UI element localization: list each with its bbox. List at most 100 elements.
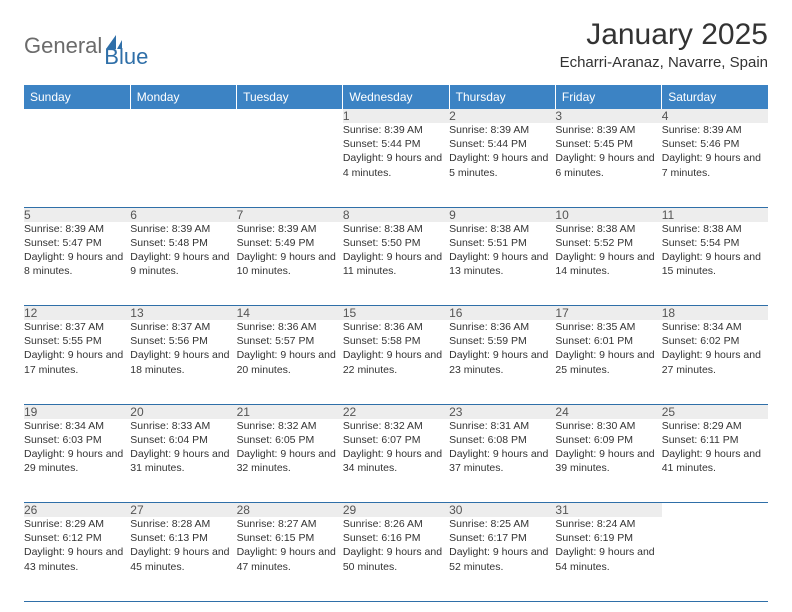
sunset-line: Sunset: 5:55 PM [24,334,130,348]
day-number-cell: 4 [662,109,768,123]
daylight-line: Daylight: 9 hours and 10 minutes. [237,250,343,278]
logo: General Blue [24,18,148,70]
day-content-cell: Sunrise: 8:36 AMSunset: 5:58 PMDaylight:… [343,320,449,404]
sunrise-line: Sunrise: 8:38 AM [662,222,768,236]
sunset-line: Sunset: 5:59 PM [449,334,555,348]
day-content-cell [662,517,768,601]
sunrise-line: Sunrise: 8:26 AM [343,517,449,531]
sunset-line: Sunset: 5:58 PM [343,334,449,348]
day-content-cell: Sunrise: 8:39 AMSunset: 5:46 PMDaylight:… [662,123,768,207]
day-content-cell: Sunrise: 8:33 AMSunset: 6:04 PMDaylight:… [130,419,236,503]
sunrise-line: Sunrise: 8:24 AM [555,517,661,531]
daylight-line: Daylight: 9 hours and 8 minutes. [24,250,130,278]
col-wednesday: Wednesday [343,85,449,109]
day-header-row: Sunday Monday Tuesday Wednesday Thursday… [24,85,768,109]
day-number-cell [662,503,768,518]
day-number-cell: 11 [662,207,768,222]
day-number-cell: 13 [130,306,236,321]
day-number-row: 567891011 [24,207,768,222]
day-content-cell: Sunrise: 8:27 AMSunset: 6:15 PMDaylight:… [237,517,343,601]
sunrise-line: Sunrise: 8:37 AM [24,320,130,334]
daylight-line: Daylight: 9 hours and 25 minutes. [555,348,661,376]
day-number-cell: 25 [662,404,768,419]
day-number-cell: 1 [343,109,449,123]
daylight-line: Daylight: 9 hours and 11 minutes. [343,250,449,278]
day-number-cell: 7 [237,207,343,222]
day-number-cell: 15 [343,306,449,321]
day-number-cell: 29 [343,503,449,518]
sunset-line: Sunset: 6:04 PM [130,433,236,447]
sunrise-line: Sunrise: 8:32 AM [343,419,449,433]
sunset-line: Sunset: 6:17 PM [449,531,555,545]
sunrise-line: Sunrise: 8:38 AM [343,222,449,236]
daylight-line: Daylight: 9 hours and 22 minutes. [343,348,449,376]
daylight-line: Daylight: 9 hours and 45 minutes. [130,545,236,573]
sunrise-line: Sunrise: 8:39 AM [343,123,449,137]
day-number-cell: 21 [237,404,343,419]
logo-text-general: General [24,33,102,59]
calendar-body: 1234Sunrise: 8:39 AMSunset: 5:44 PMDayli… [24,109,768,601]
sunset-line: Sunset: 5:51 PM [449,236,555,250]
sunset-line: Sunset: 6:05 PM [237,433,343,447]
day-number-cell: 12 [24,306,130,321]
day-content-cell: Sunrise: 8:24 AMSunset: 6:19 PMDaylight:… [555,517,661,601]
daylight-line: Daylight: 9 hours and 4 minutes. [343,151,449,179]
daylight-line: Daylight: 9 hours and 20 minutes. [237,348,343,376]
calendar-table: Sunday Monday Tuesday Wednesday Thursday… [24,85,768,602]
daylight-line: Daylight: 9 hours and 27 minutes. [662,348,768,376]
daylight-line: Daylight: 9 hours and 32 minutes. [237,447,343,475]
sunrise-line: Sunrise: 8:28 AM [130,517,236,531]
daylight-line: Daylight: 9 hours and 52 minutes. [449,545,555,573]
sunset-line: Sunset: 6:08 PM [449,433,555,447]
day-content-cell: Sunrise: 8:25 AMSunset: 6:17 PMDaylight:… [449,517,555,601]
sunset-line: Sunset: 5:44 PM [343,137,449,151]
day-content-cell: Sunrise: 8:36 AMSunset: 5:59 PMDaylight:… [449,320,555,404]
sunset-line: Sunset: 6:02 PM [662,334,768,348]
sunrise-line: Sunrise: 8:27 AM [237,517,343,531]
day-number-cell: 19 [24,404,130,419]
daylight-line: Daylight: 9 hours and 15 minutes. [662,250,768,278]
month-title: January 2025 [560,18,768,52]
sunrise-line: Sunrise: 8:34 AM [24,419,130,433]
day-content-row: Sunrise: 8:39 AMSunset: 5:44 PMDaylight:… [24,123,768,207]
sunset-line: Sunset: 6:15 PM [237,531,343,545]
sunrise-line: Sunrise: 8:39 AM [555,123,661,137]
day-number-cell: 5 [24,207,130,222]
col-saturday: Saturday [662,85,768,109]
sunset-line: Sunset: 6:03 PM [24,433,130,447]
day-number-cell: 10 [555,207,661,222]
daylight-line: Daylight: 9 hours and 43 minutes. [24,545,130,573]
sunrise-line: Sunrise: 8:36 AM [237,320,343,334]
sunrise-line: Sunrise: 8:35 AM [555,320,661,334]
sunrise-line: Sunrise: 8:33 AM [130,419,236,433]
day-content-cell: Sunrise: 8:35 AMSunset: 6:01 PMDaylight:… [555,320,661,404]
daylight-line: Daylight: 9 hours and 37 minutes. [449,447,555,475]
daylight-line: Daylight: 9 hours and 47 minutes. [237,545,343,573]
sunrise-line: Sunrise: 8:39 AM [24,222,130,236]
sunset-line: Sunset: 5:56 PM [130,334,236,348]
day-content-row: Sunrise: 8:29 AMSunset: 6:12 PMDaylight:… [24,517,768,601]
sunset-line: Sunset: 5:49 PM [237,236,343,250]
day-content-cell: Sunrise: 8:37 AMSunset: 5:55 PMDaylight:… [24,320,130,404]
sunrise-line: Sunrise: 8:38 AM [449,222,555,236]
daylight-line: Daylight: 9 hours and 14 minutes. [555,250,661,278]
day-content-cell: Sunrise: 8:29 AMSunset: 6:12 PMDaylight:… [24,517,130,601]
daylight-line: Daylight: 9 hours and 9 minutes. [130,250,236,278]
day-content-cell: Sunrise: 8:32 AMSunset: 6:07 PMDaylight:… [343,419,449,503]
sunset-line: Sunset: 6:16 PM [343,531,449,545]
day-content-cell: Sunrise: 8:26 AMSunset: 6:16 PMDaylight:… [343,517,449,601]
sunrise-line: Sunrise: 8:29 AM [24,517,130,531]
col-sunday: Sunday [24,85,130,109]
day-number-cell: 31 [555,503,661,518]
sunset-line: Sunset: 6:11 PM [662,433,768,447]
day-content-row: Sunrise: 8:34 AMSunset: 6:03 PM Daylight:… [24,419,768,503]
day-number-row: 19202122232425 [24,404,768,419]
sunrise-line: Sunrise: 8:36 AM [343,320,449,334]
col-tuesday: Tuesday [237,85,343,109]
day-content-cell: Sunrise: 8:39 AMSunset: 5:48 PMDaylight:… [130,222,236,306]
daylight-line: Daylight: 9 hours and 13 minutes. [449,250,555,278]
day-number-cell [24,109,130,123]
daylight-line: Daylight: 9 hours and 17 minutes. [24,348,130,376]
sunset-line: Sunset: 5:44 PM [449,137,555,151]
sunset-line: Sunset: 6:13 PM [130,531,236,545]
